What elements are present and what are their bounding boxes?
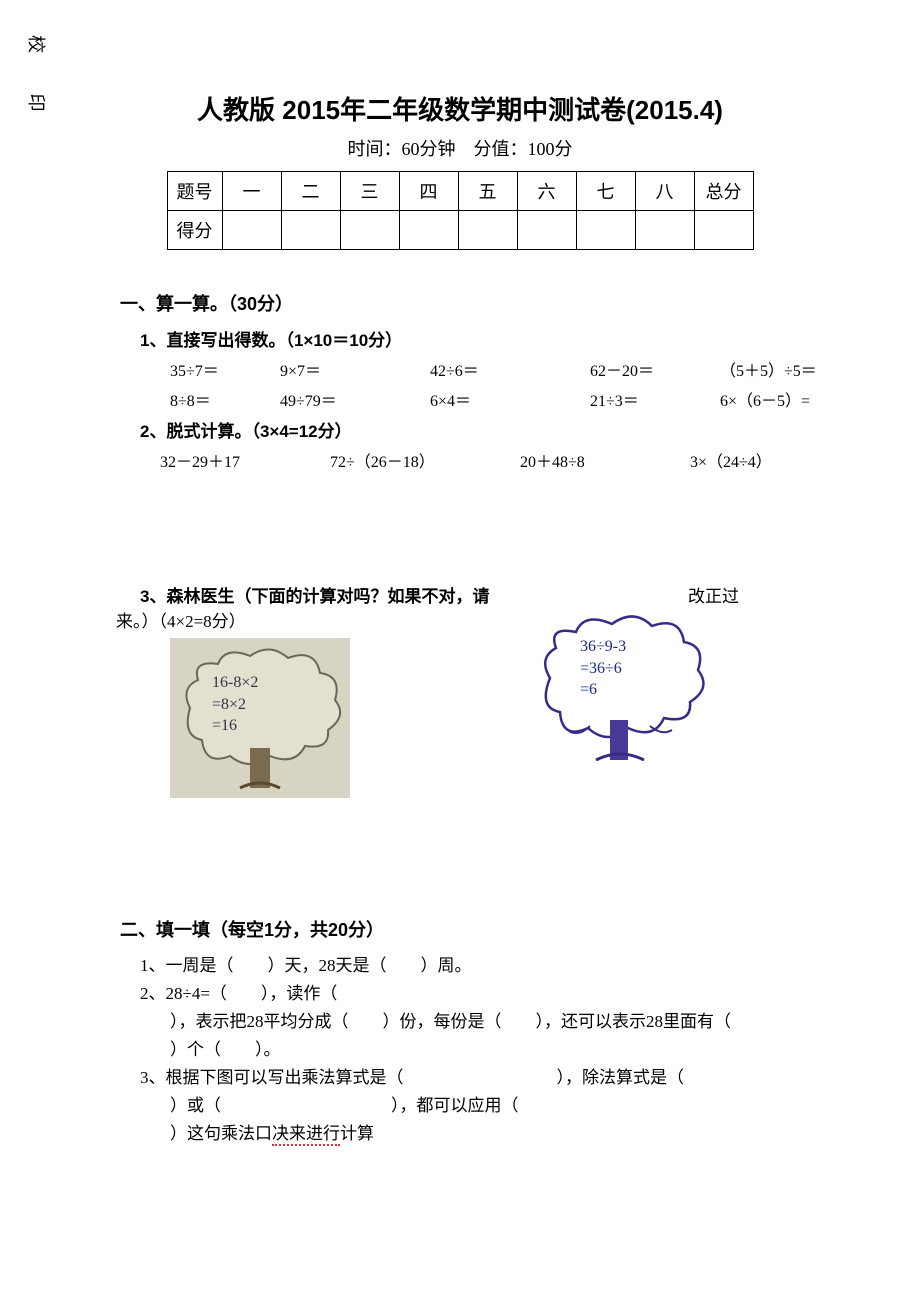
q1-3-text: 3、森林医生（下面的计算对吗？如果不对，请 <box>140 587 489 606</box>
calc-item: 42÷6＝ <box>430 357 590 381</box>
cell: 五 <box>458 172 517 211</box>
cell <box>694 211 753 250</box>
cell: 四 <box>399 172 458 211</box>
cell <box>458 211 517 250</box>
q2-3-line: 3、根据下图可以写出乘法算式是（ ），除法算式是（ <box>140 1068 684 1087</box>
score-table: 题号 一 二 三 四 五 六 七 八 总分 得分 <box>167 171 754 250</box>
cell: 二 <box>281 172 340 211</box>
q1-3-heading: 3、森林医生（下面的计算对吗？如果不对，请 改正过 <box>140 582 870 607</box>
cell-label: 得分 <box>167 211 222 250</box>
q2-2-line: 2、28÷4=（ ），读作（ <box>140 984 337 1003</box>
cell: 总分 <box>694 172 753 211</box>
table-row: 得分 <box>167 211 753 250</box>
calc-item: 8÷8＝ <box>170 387 280 411</box>
calc-item: 62－20＝ <box>590 357 720 381</box>
calc-item: 6×（6－5）= <box>720 387 810 411</box>
q2-1: 1、一周是（ ）天，28天是（ ）周。 <box>140 952 810 980</box>
cell: 三 <box>340 172 399 211</box>
cell: 六 <box>517 172 576 211</box>
section-1-heading: 一、算一算。（30分） <box>120 290 870 316</box>
tree-figure-2: 36÷9-3 =36÷6 =6 <box>530 608 710 768</box>
tree-figures: 16-8×2 =8×2 =16 36÷9-3 =36÷6 =6 <box>170 638 870 798</box>
math-line: =16 <box>212 715 258 737</box>
side-label: 校 印 <box>24 35 50 130</box>
cell: 七 <box>576 172 635 211</box>
cell <box>340 211 399 250</box>
calc-row: 35÷7＝ 9×7＝ 42÷6＝ 62－20＝ （5＋5）÷5＝ <box>170 357 870 381</box>
math-line: 36÷9-3 <box>580 636 626 658</box>
q1-3-text: 来。）（4×2=8分） <box>116 612 246 631</box>
text: ）这句乘法口 <box>170 1124 272 1143</box>
cell-label: 题号 <box>167 172 222 211</box>
q1-3-cont: 来。）（4×2=8分） <box>116 607 870 632</box>
q1-1-heading: 1、直接写出得数。（1×10＝10分） <box>140 326 870 351</box>
calc-row: 8÷8＝ 49÷79＝ 6×4＝ 21÷3＝ 6×（6－5）= <box>170 387 870 411</box>
dotted-text: 决来进行 <box>272 1124 340 1146</box>
page-title: 人教版 2015年二年级数学期中测试卷(2015.4) <box>50 90 870 127</box>
math-line: =6 <box>580 679 626 701</box>
calc-item: 32－29＋17 <box>160 448 330 472</box>
table-row: 题号 一 二 三 四 五 六 七 八 总分 <box>167 172 753 211</box>
cell <box>517 211 576 250</box>
q2-2-line: ）个（ ）。 <box>170 1036 810 1064</box>
calc-item: 9×7＝ <box>280 357 430 381</box>
calc-item: 20＋48÷8 <box>520 448 690 472</box>
calc-item: 3×（24÷4） <box>690 448 772 472</box>
calc-row: 32－29＋17 72÷（26－18） 20＋48÷8 3×（24÷4） <box>160 448 870 472</box>
cell: 一 <box>222 172 281 211</box>
q2-3: 3、根据下图可以写出乘法算式是（ ），除法算式是（ ）或（ ），都可以应用（ ）… <box>140 1064 810 1148</box>
math-line: =8×2 <box>212 694 258 716</box>
cell <box>635 211 694 250</box>
section-2-heading: 二、填一填（每空1分，共20分） <box>120 916 870 942</box>
tree-figure-1: 16-8×2 =8×2 =16 <box>170 638 350 798</box>
tree-1-math: 16-8×2 =8×2 =16 <box>212 672 258 737</box>
cell <box>399 211 458 250</box>
tree-icon <box>170 638 350 798</box>
calc-item: （5＋5）÷5＝ <box>720 357 817 381</box>
calc-item: 21÷3＝ <box>590 387 720 411</box>
calc-item: 72÷（26－18） <box>330 448 520 472</box>
calc-item: 6×4＝ <box>430 387 590 411</box>
q2-3-line: ）这句乘法口决来进行计算 <box>170 1120 810 1148</box>
math-line: =36÷6 <box>580 658 626 680</box>
q1-3-text: 改正过 <box>688 587 739 606</box>
calc-item: 49÷79＝ <box>280 387 430 411</box>
text: 计算 <box>340 1124 374 1143</box>
q2-3-line: ）或（ ），都可以应用（ <box>170 1092 810 1120</box>
cell: 八 <box>635 172 694 211</box>
cell <box>222 211 281 250</box>
cell <box>576 211 635 250</box>
q1-2-heading: 2、脱式计算。（3×4=12分） <box>140 417 870 442</box>
q2-2: 2、28÷4=（ ），读作（ ），表示把28平均分成（ ）份，每份是（ ），还可… <box>140 980 810 1064</box>
cell <box>281 211 340 250</box>
page-subtitle: 时间：60分钟 分值：100分 <box>50 135 870 161</box>
q2-2-line: ），表示把28平均分成（ ）份，每份是（ ），还可以表示28里面有（ <box>170 1008 810 1036</box>
math-line: 16-8×2 <box>212 672 258 694</box>
tree-2-math: 36÷9-3 =36÷6 =6 <box>580 636 626 701</box>
calc-item: 35÷7＝ <box>170 357 280 381</box>
